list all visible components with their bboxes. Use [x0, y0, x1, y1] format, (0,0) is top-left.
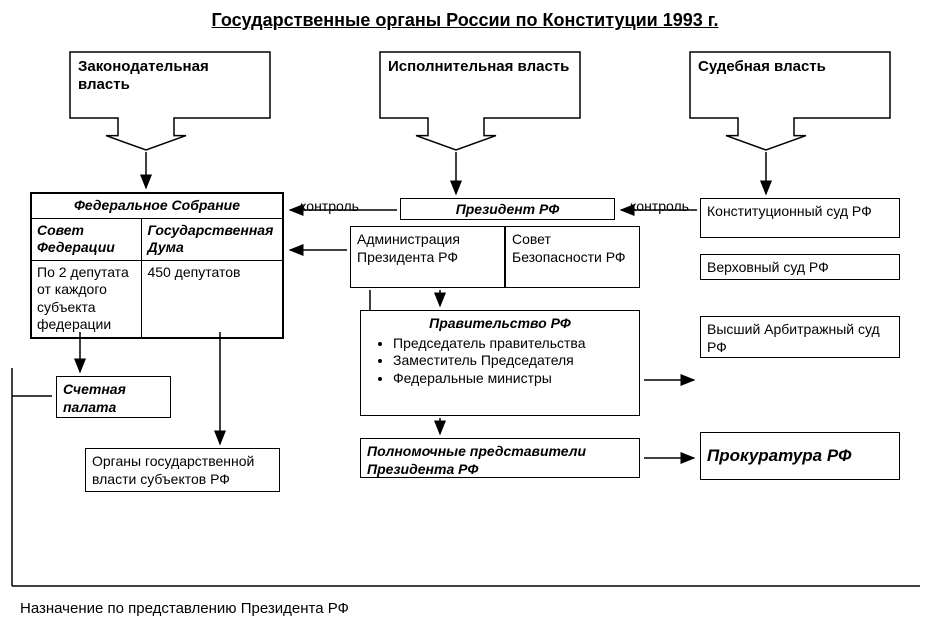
federal-assembly-table: Федеральное Собрание Совет Федерации Гос…	[31, 193, 283, 338]
fs-col2-cell: 450 депутатов	[142, 260, 283, 337]
government-list: Председатель правительства Заместитель П…	[367, 335, 633, 388]
fs-header: Федеральное Собрание	[32, 194, 283, 219]
president-box: Президент РФ	[400, 198, 615, 220]
government-header: Правительство РФ	[367, 315, 633, 333]
federal-assembly-box: Федеральное Собрание Совет Федерации Гос…	[30, 192, 284, 339]
fs-col1-header: Совет Федерации	[32, 218, 142, 260]
branch-label: Исполнительная власть	[388, 58, 572, 76]
control-label-left: контроль	[300, 198, 359, 214]
gov-item: Федеральные министры	[393, 370, 633, 388]
fs-col1-cell: По 2 депутата от каждого субъекта федера…	[32, 260, 142, 337]
control-label-right: контроль	[630, 198, 689, 214]
gov-item: Председатель правительства	[393, 335, 633, 353]
diagram-title: Государственные органы России по Констит…	[0, 10, 930, 31]
plenipotentiary-box: Полномочные представители Президента РФ	[360, 438, 640, 478]
supreme-court-box: Верховный суд РФ	[700, 254, 900, 280]
gov-item: Заместитель Председателя	[393, 352, 633, 370]
arbitration-court-box: Высший Арбитражный суд РФ	[700, 316, 900, 358]
government-box: Правительство РФ Председатель правительс…	[360, 310, 640, 416]
prosecutor-box: Прокуратура РФ	[700, 432, 900, 480]
administration-box: Администрация Президента РФ	[350, 226, 505, 288]
constitutional-court-box: Конституционный суд РФ	[700, 198, 900, 238]
counting-chamber-box: Счетная палата	[56, 376, 171, 418]
branch-label: Судебная власть	[698, 58, 882, 76]
regional-bodies-box: Органы государственной власти субъектов …	[85, 448, 280, 492]
security-council-box: Совет Безопасности РФ	[505, 226, 640, 288]
fs-col2-header: Государственная Дума	[142, 218, 283, 260]
branch-label: Законодательная власть	[78, 58, 262, 94]
footer-label: Назначение по представлению Президента Р…	[20, 600, 349, 617]
